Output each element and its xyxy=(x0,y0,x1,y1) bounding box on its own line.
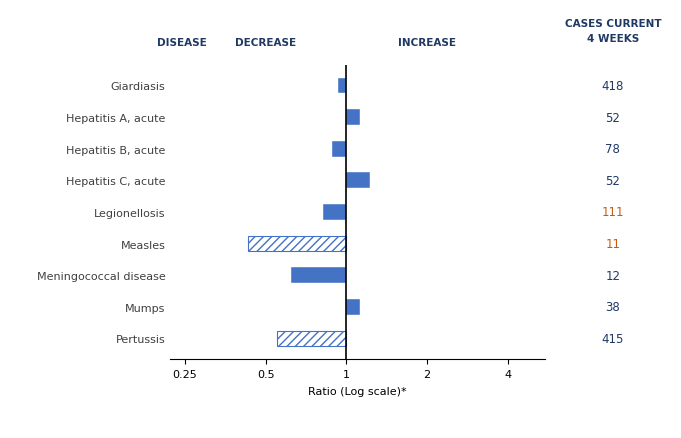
Bar xyxy=(338,78,347,94)
Text: CASES CURRENT: CASES CURRENT xyxy=(565,18,661,28)
Text: 111: 111 xyxy=(601,206,624,219)
Text: INCREASE: INCREASE xyxy=(398,38,456,48)
Bar xyxy=(332,141,347,157)
Text: 52: 52 xyxy=(605,174,620,187)
Bar xyxy=(347,299,360,315)
Text: 415: 415 xyxy=(602,332,624,345)
Text: 52: 52 xyxy=(605,111,620,124)
Text: DECREASE: DECREASE xyxy=(235,38,296,48)
Text: DISEASE: DISEASE xyxy=(157,38,206,48)
Bar xyxy=(347,110,360,126)
Text: 418: 418 xyxy=(602,80,624,93)
Bar xyxy=(249,236,347,252)
Bar xyxy=(323,205,347,220)
Text: 38: 38 xyxy=(605,300,620,314)
Bar xyxy=(277,331,347,346)
Bar xyxy=(291,268,347,283)
X-axis label: Ratio (Log scale)*: Ratio (Log scale)* xyxy=(308,386,407,396)
Text: 4 WEEKS: 4 WEEKS xyxy=(587,34,639,44)
Bar xyxy=(347,173,370,189)
Text: 12: 12 xyxy=(605,269,620,282)
Text: 11: 11 xyxy=(605,237,620,251)
Text: 78: 78 xyxy=(605,143,620,156)
